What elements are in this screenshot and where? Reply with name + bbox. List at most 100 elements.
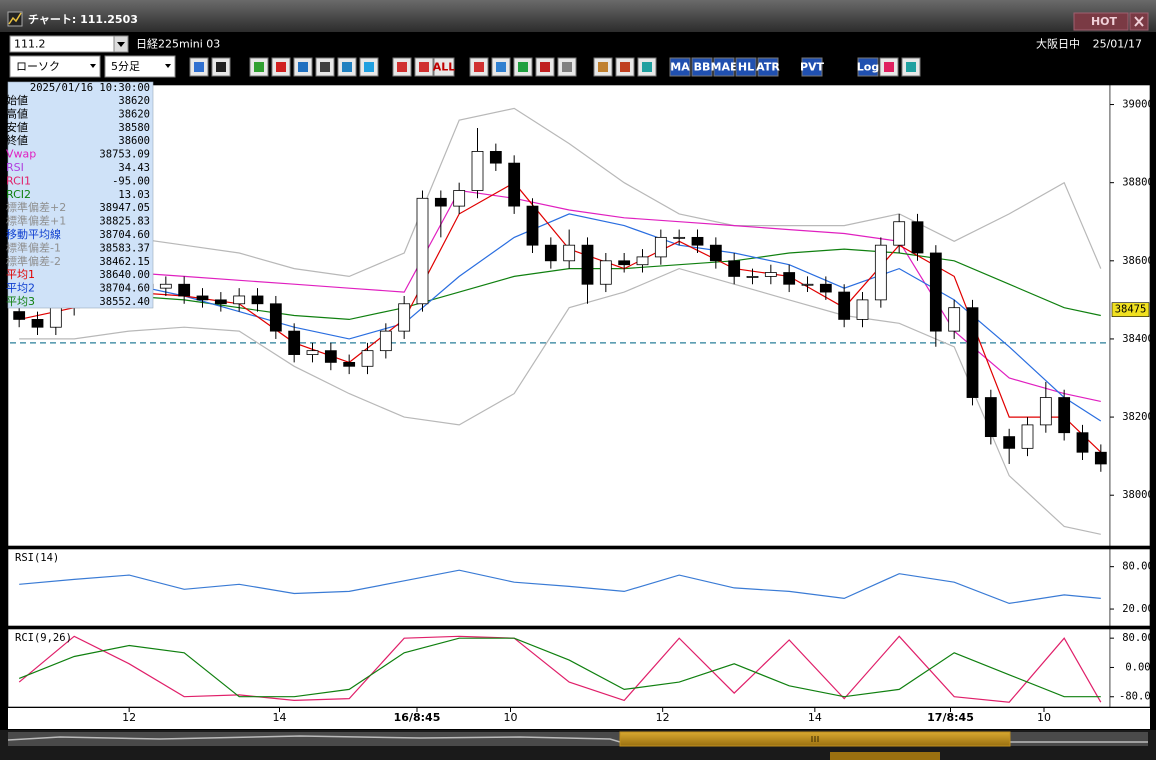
toolbar-icon-glyph xyxy=(642,62,652,72)
interval-select[interactable] xyxy=(104,55,176,78)
info-label: 標準偏差-2 xyxy=(6,254,61,268)
info-label: 平均3 xyxy=(6,295,35,308)
y-tick-label: 38400 xyxy=(1122,333,1154,345)
candle-body xyxy=(691,236,704,246)
candle-body xyxy=(1003,436,1016,449)
y-tick-label: 0.00 xyxy=(1125,661,1150,673)
toolbar-button[interactable] xyxy=(433,57,455,77)
candle-body xyxy=(929,252,942,332)
info-label: 標準偏差+2 xyxy=(6,200,66,214)
candle-body xyxy=(379,330,392,352)
axis-bg xyxy=(1109,548,1151,627)
y-tick-label: 38800 xyxy=(1122,177,1154,189)
toolbar-button-label: BB xyxy=(694,61,711,74)
toolbar-button-label: MAE xyxy=(711,61,738,74)
candle-body xyxy=(306,350,319,355)
candle-body xyxy=(214,299,227,305)
candle-body xyxy=(911,221,924,254)
toolbar-icon-glyph xyxy=(620,62,630,72)
candle-body xyxy=(783,272,796,285)
x-tick-label: 14 xyxy=(808,711,822,724)
info-value: 38640.00 xyxy=(99,269,150,281)
candle-body xyxy=(13,311,26,320)
candle-body xyxy=(948,307,961,332)
toolbar-icon-glyph xyxy=(397,62,407,72)
toolbar-button[interactable] xyxy=(801,57,823,77)
candle-body xyxy=(654,236,667,258)
info-label: 標準偏差-1 xyxy=(6,240,61,254)
toolbar-icon-glyph xyxy=(254,62,264,72)
toolbar-button[interactable] xyxy=(857,57,879,77)
panel-title: RSI(14) xyxy=(15,552,59,564)
info-value: 38704.60 xyxy=(99,229,150,241)
x-tick-label: 10 xyxy=(504,711,518,724)
indicator-line xyxy=(18,637,1101,698)
candle-body xyxy=(618,260,631,266)
toolbar-icon-glyph xyxy=(419,62,429,72)
info-value: -95.00 xyxy=(112,175,150,187)
y-tick-label: 39000 xyxy=(1122,99,1154,111)
candle-body xyxy=(196,295,209,301)
y-tick-label: 80.00 xyxy=(1122,561,1154,573)
chart-style: ローソク xyxy=(16,60,60,73)
window-title: チャート: 111.2503 xyxy=(28,13,138,26)
toolbar-icon-glyph xyxy=(276,62,286,72)
style-select[interactable] xyxy=(9,55,101,78)
toolbar-icon-glyph xyxy=(298,62,308,72)
symbol-name: 日経225mini 03 xyxy=(136,38,220,51)
info-value: 38753.09 xyxy=(99,149,150,161)
indicator-line xyxy=(18,635,1102,703)
close-glyph xyxy=(1134,16,1144,27)
y-tick-label: 38000 xyxy=(1122,489,1154,501)
toolbar-icon-glyph xyxy=(194,62,204,72)
last-price-label: 38475 xyxy=(1115,304,1147,316)
candle-body xyxy=(856,299,869,320)
last-price-box xyxy=(1111,302,1150,317)
candle-body xyxy=(453,190,466,207)
plots: 38000 38200 38400 38600 38800 39000 12 14 16/8:4… xyxy=(6,81,1156,729)
candle-body xyxy=(489,151,502,164)
app-icon-glyph xyxy=(8,12,22,25)
candle-body xyxy=(434,197,447,207)
candle-body xyxy=(288,330,301,355)
panel-title: RCI(9,26) xyxy=(15,632,72,644)
candle-body xyxy=(416,197,429,305)
dropdown-arrow xyxy=(165,64,171,68)
y-tick-label: 38200 xyxy=(1122,411,1154,423)
info-label: 安値 xyxy=(6,120,28,134)
candle-body xyxy=(599,260,612,285)
info-label: RCI1 xyxy=(6,174,31,187)
info-label: RCI2 xyxy=(6,188,31,201)
resize-grip[interactable] xyxy=(830,752,940,760)
x-tick-label: 17/8:45 xyxy=(927,711,974,724)
info-label: 移動平均線 xyxy=(6,227,61,241)
candle-body xyxy=(31,319,44,328)
candle-body xyxy=(544,244,557,262)
x-tick-label: 10 xyxy=(1037,711,1051,724)
toolbar-button[interactable] xyxy=(691,57,713,77)
toolbar-icon-glyph xyxy=(540,62,550,72)
toolbar-button[interactable] xyxy=(669,57,691,77)
info-value: 38620 xyxy=(118,108,150,120)
candle-body xyxy=(709,244,722,262)
info-value: 38462.15 xyxy=(99,256,150,268)
axis-strip xyxy=(8,708,1150,729)
toolbar-button-label: HL xyxy=(738,61,754,74)
toolbar-button[interactable] xyxy=(713,57,735,77)
candle-body xyxy=(343,361,356,367)
toolbar-icons: ALL MA BB MAE HL ATR PVT Log xyxy=(189,57,921,77)
plot-area xyxy=(18,635,1102,703)
info-value: 38583.37 xyxy=(99,242,150,254)
hot-label: HOT xyxy=(1091,15,1118,28)
toolbar-button-label: MA xyxy=(670,61,690,74)
candle-body xyxy=(838,291,851,320)
date: 25/01/17 xyxy=(1093,38,1142,51)
toolbar-button[interactable] xyxy=(735,57,757,77)
hot-button[interactable] xyxy=(1073,12,1129,31)
toolbar-button[interactable] xyxy=(757,57,779,77)
info-label: 始値 xyxy=(6,93,28,107)
scroll-grip xyxy=(811,736,819,742)
info-value: 38600 xyxy=(118,135,150,147)
